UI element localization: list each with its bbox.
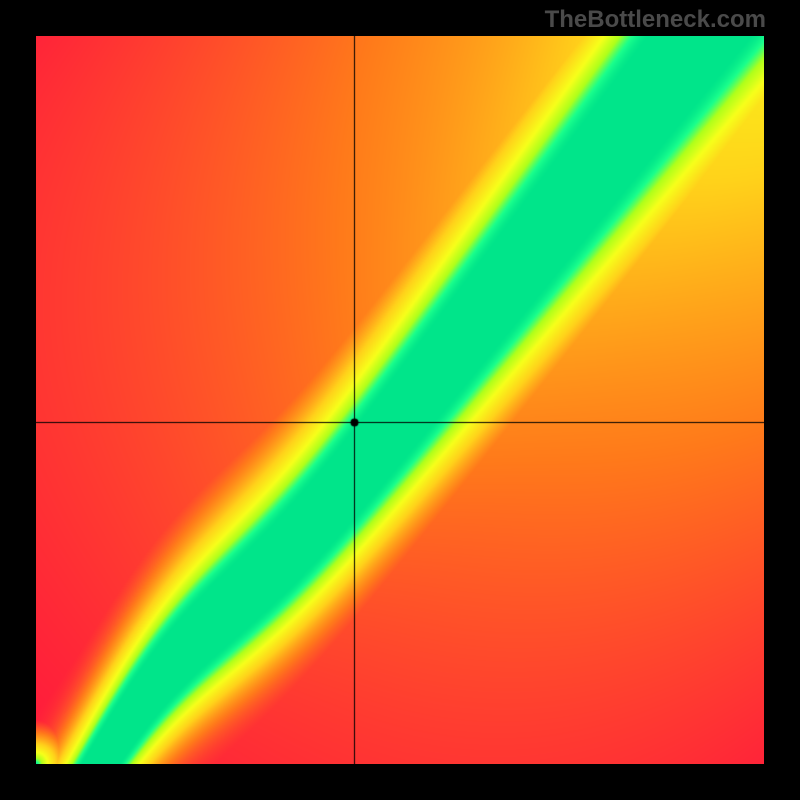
- bottleneck-heatmap: [36, 36, 764, 764]
- chart-container: TheBottleneck.com: [0, 0, 800, 800]
- watermark-text: TheBottleneck.com: [545, 6, 766, 34]
